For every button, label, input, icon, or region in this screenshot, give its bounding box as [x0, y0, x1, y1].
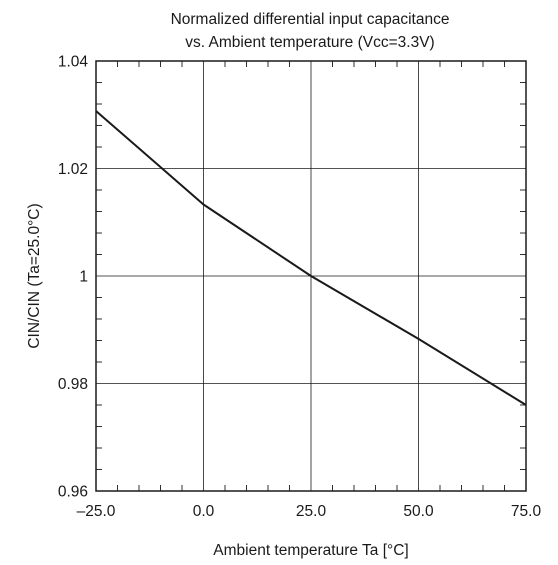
chart-title-line-1: Normalized differential input capacitanc… — [171, 11, 450, 28]
y-tick-label: 1 — [79, 269, 88, 286]
y-tick-labels: 0.96 0.98 1 1.02 1.04 — [58, 54, 89, 501]
x-tick-label: 0.0 — [193, 503, 215, 520]
chart-title-line-2: vs. Ambient temperature (Vcc=3.3V) — [185, 34, 434, 51]
y-axis-label: CIN/CIN (Ta=25.0°C) — [26, 203, 43, 348]
plot-frame — [95, 60, 527, 492]
y-tick-label: 0.96 — [58, 484, 88, 501]
x-tick-label: 75.0 — [511, 503, 542, 520]
y-tick-label: 0.98 — [58, 376, 88, 393]
y-tick-label: 1.02 — [58, 161, 88, 178]
y-tick-label: 1.04 — [58, 54, 89, 71]
x-tick-label: 25.0 — [296, 503, 327, 520]
minor-ticks — [96, 61, 526, 491]
chart-title: Normalized differential input capacitanc… — [171, 11, 450, 51]
series-line — [95, 110, 527, 406]
x-tick-label: –25.0 — [77, 503, 116, 520]
series — [95, 110, 527, 406]
x-axis-label: Ambient temperature Ta [°C] — [213, 542, 408, 559]
x-tick-labels: –25.0 0.0 25.0 50.0 75.0 — [77, 503, 542, 520]
x-tick-label: 50.0 — [403, 503, 434, 520]
